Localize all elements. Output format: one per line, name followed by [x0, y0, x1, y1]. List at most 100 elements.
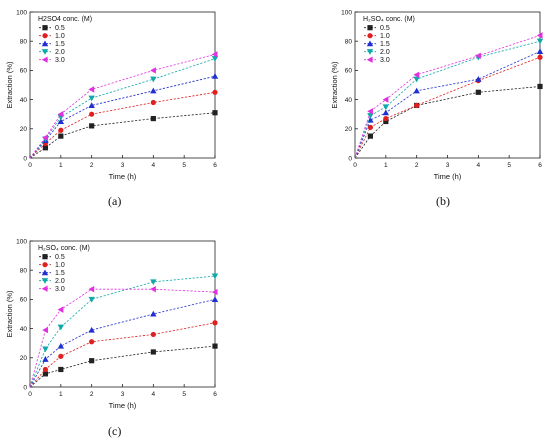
- panel-c-legend-entry-0.5: 0.5: [55, 254, 65, 261]
- panel-a-series-3.0-point: [57, 111, 64, 118]
- panel-c-y-tick-label: 40: [20, 326, 28, 333]
- panel-c-x-tick-label: 5: [182, 391, 186, 398]
- panel-b-series-0.5-point: [537, 83, 543, 90]
- panel-b-series-1.0-point: [537, 54, 543, 60]
- panel-c-series-2.0-point: [88, 296, 95, 303]
- panel-a-series-1.0-point: [150, 99, 156, 106]
- panel-b-legend-marker-1.5: [366, 40, 374, 47]
- panel-b-series-2.0-line: [354, 40, 541, 159]
- panel-c-x-axis-label: Time (h): [109, 401, 137, 410]
- panel-b-x-tick-label: 1: [384, 162, 388, 169]
- panel-b-x-tick-label: 4: [477, 162, 481, 169]
- panel-a-series-3.0-point: [42, 134, 48, 141]
- panel-b-series-2.0-point: [536, 38, 544, 45]
- panel-a-x-tick-label: 0: [28, 162, 32, 169]
- panel-c-series-2.0-point: [150, 279, 157, 286]
- panel-a-y-axis-label: Extraction (%): [5, 61, 14, 109]
- panel-c-series-1.0-point: [212, 320, 218, 326]
- panel-a-series-2.0-point: [88, 95, 95, 102]
- panel-a-x-axis-label: Time (h): [109, 172, 137, 181]
- panel-c-series-1.0-line: [29, 322, 216, 388]
- panel-b-legend-marker-3.0: [366, 56, 373, 63]
- panel-b-x-tick-label: 6: [538, 162, 542, 169]
- panel-c-series-3.0-point: [150, 285, 156, 293]
- panel-a-legend-marker-1.0: [42, 33, 48, 39]
- panel-c-series-1.0-point: [58, 353, 64, 359]
- panel-c-legend-marker-2.0: [41, 278, 49, 284]
- panel-c-series-2.0-point: [42, 346, 49, 353]
- panel-c-series-3.0-point: [88, 285, 95, 293]
- panel-a-series-3.0-line: [29, 53, 216, 159]
- panel-b-series-1.5-point: [413, 87, 420, 94]
- panel-a-x-tick-label: 6: [213, 162, 217, 169]
- panel-a-y-tick-label: 20: [20, 126, 28, 133]
- panel-c-series-1.0-point: [150, 331, 156, 338]
- panel-a-x-tick-label: 2: [90, 162, 94, 169]
- panel-b-y-tick-label: 20: [345, 126, 353, 133]
- panel-b-series-1.0-point: [367, 124, 374, 130]
- panel-b-y-tick-label: 40: [345, 97, 353, 104]
- panel-c-series-0.5-point: [42, 371, 49, 377]
- panel-b-series-3.0-point: [536, 32, 543, 39]
- panel-c-label: (c): [108, 424, 122, 438]
- panel-c-legend-entry-3.0: 3.0: [55, 286, 65, 293]
- panel-b-series-3.0-point: [382, 96, 389, 103]
- panel-c-legend-marker-1.0: [42, 262, 48, 268]
- panel-c-series-1.5-point: [150, 310, 157, 317]
- panel-a-series-1.0-point: [89, 111, 95, 117]
- panel-a-y-tick-label: 100: [16, 9, 27, 16]
- panel-b-y-tick-label: 100: [341, 9, 352, 16]
- panel-c-series-1.5-point: [211, 296, 219, 302]
- panel-b-series-1.5-line: [354, 51, 541, 159]
- panel-c-series-1.5-point: [88, 326, 95, 333]
- panel-a-legend-entry-3.0: 3.0: [55, 57, 65, 64]
- panel-a-x-tick-label: 5: [182, 162, 186, 169]
- panel-a-legend-entry-1.5: 1.5: [55, 41, 65, 48]
- panel-c-series-1.5-line: [29, 299, 216, 388]
- panel-a-series-0.5-point: [150, 115, 156, 122]
- panel-a-series-0.5-point: [89, 123, 95, 129]
- panel-a-series-2.0-point: [211, 56, 219, 62]
- panel-b-x-axis-label: Time (h): [434, 172, 462, 181]
- panel-c-series-1.0-point: [89, 339, 95, 345]
- panel-b-legend-title: H₂SO₄ conc. (M): [363, 16, 415, 23]
- panel-b-legend-marker-1.0: [367, 33, 373, 39]
- panel-b-legend-entry-2.0: 2.0: [380, 49, 390, 56]
- panel-b-series-3.0-point: [413, 71, 420, 78]
- panel-c-x-tick-label: 1: [59, 391, 63, 398]
- panel-c-legend-title: H₂SO₄ conc. (M): [38, 245, 90, 252]
- panel-b-legend-entry-1.5: 1.5: [380, 41, 390, 48]
- panel-b-series-1.5-point: [536, 48, 544, 54]
- panel-a-series-1.0-point: [212, 89, 218, 95]
- panel-b-series-1.0-point: [414, 102, 420, 109]
- panel-b-legend-marker-0.5: [367, 25, 373, 31]
- panel-b-series-1.5-point: [475, 75, 482, 82]
- panel-b-y-tick-label: 80: [345, 39, 353, 46]
- panel-b-series-2.0-point: [382, 104, 390, 111]
- panel-b-series-1.5-point: [382, 109, 390, 116]
- panel-a-legend-entry-1.0: 1.0: [55, 33, 65, 40]
- panel-c-series-0.5-point: [58, 366, 64, 373]
- panel-c-legend-entry-1.5: 1.5: [55, 270, 65, 277]
- panel-a-x-tick-label: 4: [152, 162, 156, 169]
- panel-a-x-tick-label: 3: [121, 162, 125, 169]
- panel-c-legend-marker-1.5: [41, 269, 49, 276]
- panel-b-y-tick-label: 0: [348, 155, 352, 162]
- panel-a-y-tick-label: 60: [20, 68, 28, 75]
- panel-b-legend-marker-2.0: [366, 49, 374, 55]
- panel-c-x-tick-label: 4: [152, 391, 156, 398]
- panel-a-legend-marker-2.0: [41, 49, 49, 55]
- panel-a-series-3.0-point: [88, 86, 95, 93]
- panel-c-series-1.0-point: [42, 366, 49, 373]
- panel-a-legend-title: H2SO4 conc. (M): [38, 16, 92, 23]
- panel-b-series-0.5-point: [475, 89, 481, 95]
- panel-a-series-1.0-line: [29, 91, 216, 159]
- panel-c-legend-entry-2.0: 2.0: [55, 278, 65, 285]
- panel-c-series-0.5-line: [29, 345, 216, 388]
- panel-b-x-tick-label: 3: [446, 162, 450, 169]
- panel-a-series-1.5-line: [29, 75, 216, 159]
- panel-c-series-3.0-point: [211, 288, 218, 296]
- panel-b-legend-entry-0.5: 0.5: [380, 25, 390, 32]
- panel-c-series-3.0-point: [42, 326, 48, 334]
